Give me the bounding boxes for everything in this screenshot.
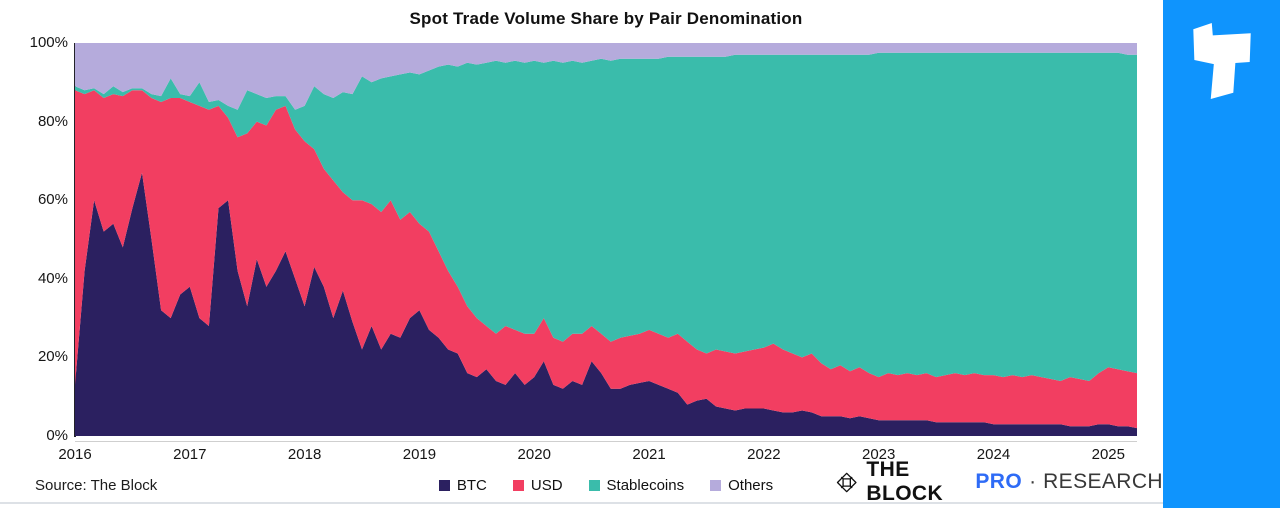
stacked-area-svg <box>75 43 1137 436</box>
x-tick-label: 2016 <box>58 446 92 463</box>
area-others <box>75 43 1137 110</box>
x-tick-label: 2022 <box>747 446 781 463</box>
x-axis-line <box>75 441 1137 442</box>
x-tick-label: 2021 <box>632 446 666 463</box>
legend-swatch-btc <box>438 479 450 491</box>
legend-item-others: Others <box>710 477 773 494</box>
legend-swatch-others <box>710 479 722 491</box>
the-block-brand: THE BLOCK PRO · RESEARCH <box>836 458 1163 505</box>
y-tick-label: 80% <box>37 112 68 130</box>
area-stablecoins <box>75 52 1137 382</box>
y-tick-label: 20% <box>37 348 68 366</box>
x-tick-label: 2024 <box>976 446 1011 463</box>
legend-swatch-usd <box>512 479 524 491</box>
legend-swatch-stablecoins <box>588 479 600 491</box>
y-tick-label: 0% <box>46 427 68 444</box>
chart-panel: Spot Trade Volume Share by Pair Denomina… <box>0 9 1163 505</box>
bottom-divider <box>0 502 1163 504</box>
x-tick-label: 2018 <box>287 446 322 463</box>
the-block-t-logo <box>1193 23 1251 99</box>
y-tick-label: 60% <box>37 191 68 209</box>
y-tick-label: 100% <box>29 34 68 51</box>
legend: BTC USD Stablecoins Others <box>75 474 1137 496</box>
y-tick-label: 40% <box>37 269 68 287</box>
x-tick-label: 2023 <box>861 446 896 463</box>
brand-research: RESEARCH <box>1043 470 1163 493</box>
brand-pro: PRO <box>975 470 1023 493</box>
legend-label-stablecoins: Stablecoins <box>606 476 685 494</box>
chart-title: Spot Trade Volume Share by Pair Denomina… <box>409 9 803 28</box>
area-usd <box>75 90 1137 429</box>
legend-label-others: Others <box>728 476 774 494</box>
x-tick-label: 2019 <box>402 446 437 463</box>
legend-item-btc: BTC <box>438 476 487 494</box>
brand-separator: · <box>1029 470 1037 493</box>
legend-label-usd: USD <box>530 476 563 494</box>
x-tick-label: 2017 <box>173 446 207 463</box>
legend-item-usd: USD <box>512 476 563 494</box>
brand-the-block: THE BLOCK <box>866 458 944 505</box>
brand-sidebar <box>1163 0 1280 508</box>
x-tick-label: 2020 <box>517 446 551 463</box>
legend-label-btc: BTC <box>456 476 487 494</box>
source-note: Source: The Block <box>35 477 158 494</box>
legend-item-stablecoins: Stablecoins <box>588 476 685 494</box>
x-tick-label: 2025 <box>1091 446 1125 463</box>
area-btc <box>75 172 1137 436</box>
stacked-area-plot <box>75 43 1137 436</box>
the-block-logo-icon <box>836 472 857 492</box>
